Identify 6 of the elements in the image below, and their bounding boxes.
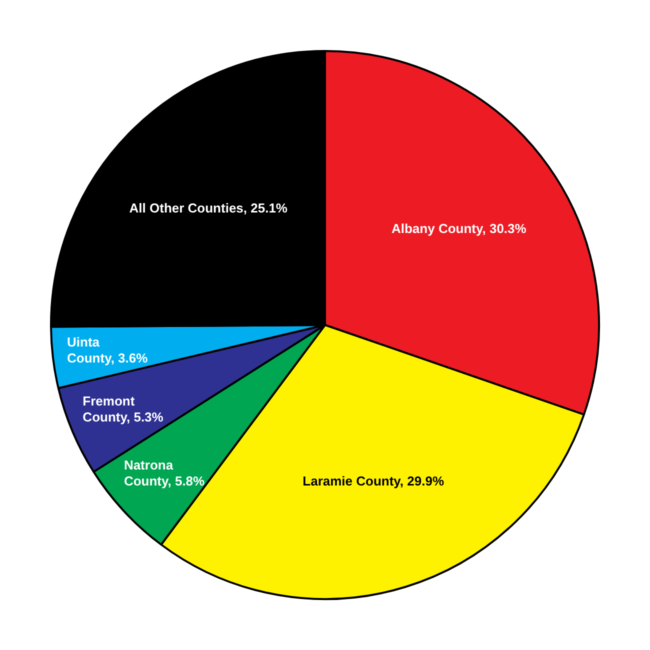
- slice-label: All Other Counties, 25.1%: [129, 200, 288, 216]
- slice-label: Laramie County, 29.9%: [302, 474, 444, 489]
- slice-label: Uinta County, 3.6%: [67, 334, 148, 366]
- slice-label: Fremont County, 5.3%: [82, 394, 164, 425]
- slice-label: Natrona County, 5.8%: [124, 458, 206, 489]
- slice-label: Albany County, 30.3%: [391, 221, 527, 236]
